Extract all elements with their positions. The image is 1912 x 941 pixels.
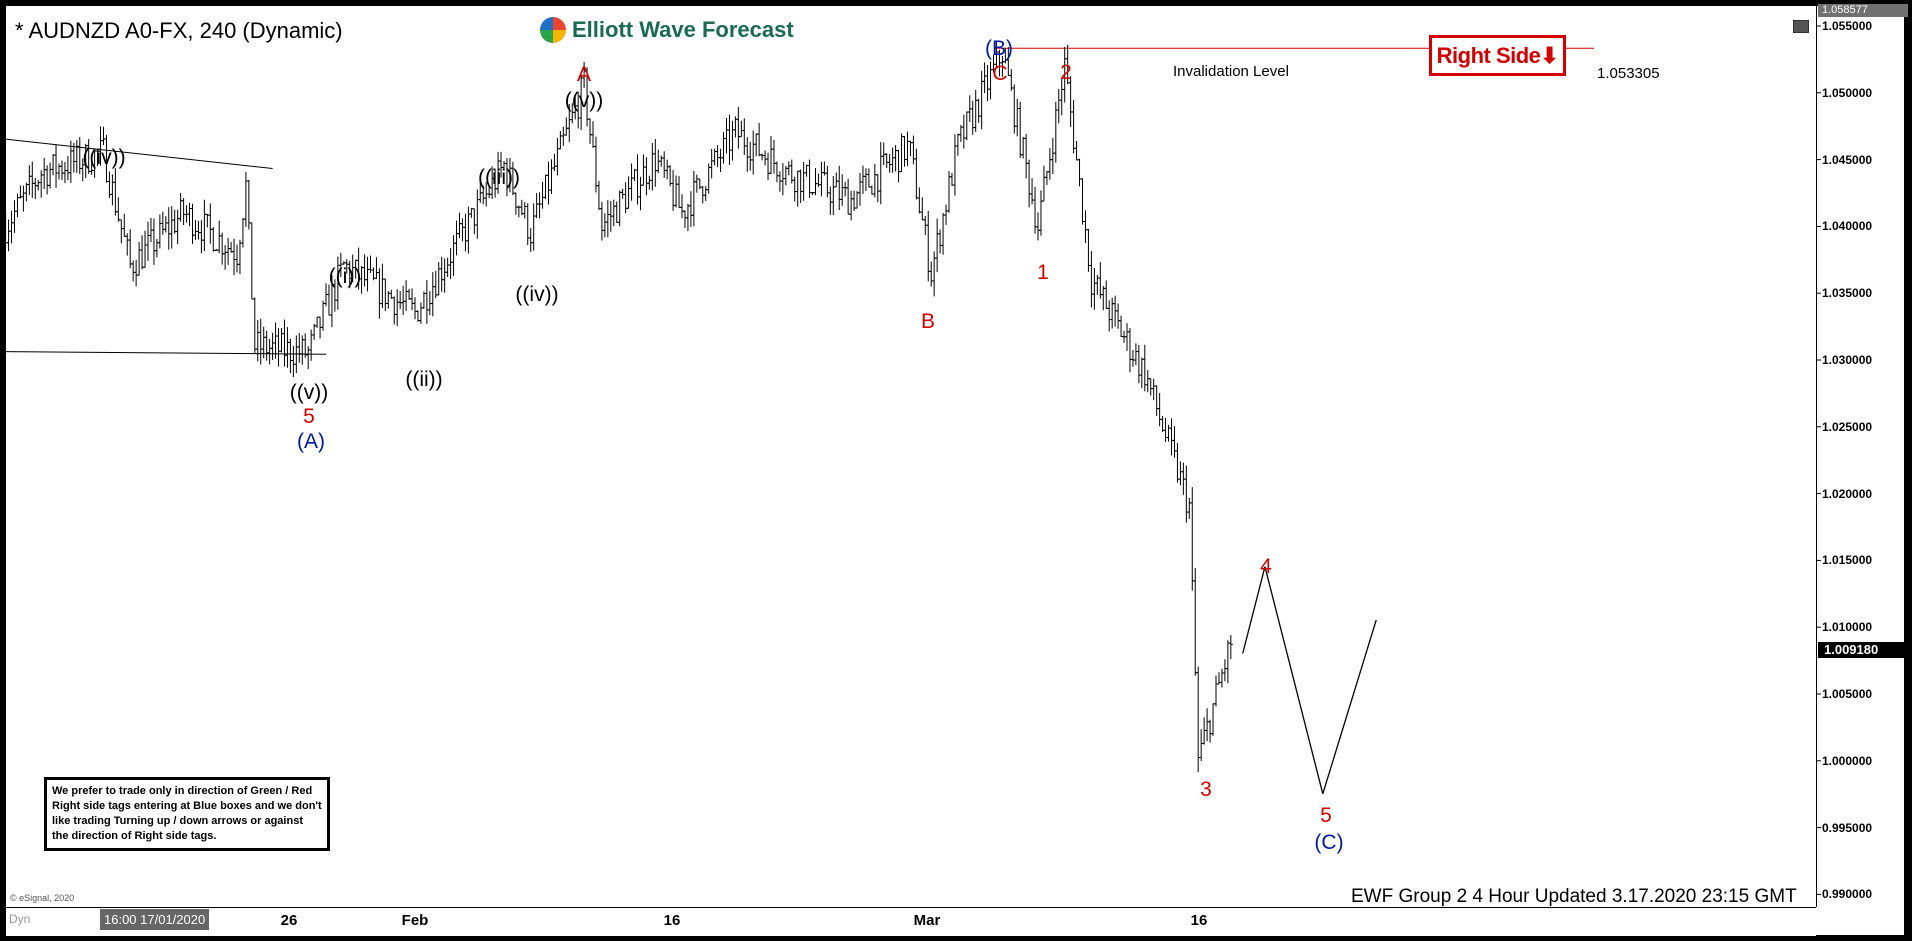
x-tick-label: Mar bbox=[913, 912, 941, 929]
wave-label: ((iii)) bbox=[478, 166, 520, 189]
wave-label: ((iv)) bbox=[515, 283, 559, 306]
dynamic-toggle[interactable]: Dyn bbox=[9, 912, 31, 926]
x-tick-label: 26 bbox=[280, 912, 298, 929]
y-tick-label: 0.990000 bbox=[1822, 887, 1873, 902]
x-tick-label: 16 bbox=[663, 912, 681, 929]
y-tick-label: 1.040000 bbox=[1822, 219, 1873, 234]
wave-label: (A) bbox=[297, 430, 325, 453]
chart-title: * AUDNZD A0-FX, 240 (Dynamic) bbox=[15, 18, 343, 43]
trendline bbox=[5, 138, 273, 170]
wave-label: ((i)) bbox=[328, 265, 362, 288]
y-tick-label: 0.995000 bbox=[1822, 820, 1873, 835]
y-tick-label: 1.010000 bbox=[1822, 620, 1873, 635]
y-tick-label: 1.020000 bbox=[1822, 486, 1873, 501]
y-tick-label: 1.045000 bbox=[1822, 152, 1873, 167]
time-axis[interactable] bbox=[6, 907, 1816, 936]
wave-label: 5 bbox=[1320, 804, 1332, 827]
disclaimer-box: We prefer to trade only in direction of … bbox=[44, 777, 330, 851]
y-tick-label: 1.025000 bbox=[1822, 419, 1873, 434]
restore-window-icon[interactable] bbox=[1793, 20, 1809, 33]
wave-label: A bbox=[576, 63, 592, 86]
last-price-tag: 1.009180 bbox=[1818, 642, 1910, 658]
wave-label: 5 bbox=[303, 405, 315, 428]
wave-label: ((v)) bbox=[564, 89, 604, 112]
y-tick-label: 1.030000 bbox=[1822, 353, 1873, 367]
projection-path bbox=[1242, 566, 1266, 654]
top-price-tag: 1.058577 bbox=[1818, 4, 1908, 17]
wave-label: 1 bbox=[1037, 261, 1049, 284]
wave-label: C bbox=[992, 62, 1008, 85]
y-tick-label: 1.000000 bbox=[1822, 753, 1873, 768]
projection-path bbox=[1264, 566, 1324, 794]
wave-label: ((iv)) bbox=[82, 146, 126, 169]
y-tick-label: 1.015000 bbox=[1822, 553, 1873, 568]
y-tick-label: 1.005000 bbox=[1822, 687, 1873, 701]
wave-label: (C) bbox=[1314, 831, 1344, 854]
price-axis-line bbox=[1816, 6, 1817, 907]
logo: Elliott Wave Forecast bbox=[540, 17, 794, 43]
invalidation-label: Invalidation Level bbox=[1173, 63, 1289, 80]
x-tick-label: 16 bbox=[1190, 912, 1208, 929]
trendline bbox=[5, 351, 327, 355]
wave-label: 3 bbox=[1200, 778, 1212, 801]
cursor-time: 16:00 17/01/2020 bbox=[100, 909, 210, 930]
logo-icon bbox=[540, 17, 566, 43]
wave-label: 4 bbox=[1260, 555, 1272, 578]
wave-label: ((ii)) bbox=[405, 368, 443, 391]
copyright: © eSignal, 2020 bbox=[10, 893, 75, 903]
y-tick-label: 1.050000 bbox=[1822, 85, 1873, 100]
wave-label: (B) bbox=[985, 37, 1013, 60]
wave-label: B bbox=[920, 310, 936, 333]
wave-label: ((v)) bbox=[289, 381, 329, 404]
right-side-tag: Right Side⬇ bbox=[1429, 35, 1566, 76]
logo-text: Elliott Wave Forecast bbox=[572, 17, 794, 42]
update-footer: EWF Group 2 4 Hour Updated 3.17.2020 23:… bbox=[1351, 886, 1797, 907]
invalidation-value: 1.053305 bbox=[1597, 65, 1660, 82]
y-tick-label: 1.035000 bbox=[1822, 286, 1873, 301]
wave-label: 2 bbox=[1060, 61, 1072, 84]
y-tick-label: 1.055000 bbox=[1822, 19, 1873, 33]
x-tick-label: Feb bbox=[401, 912, 429, 929]
projection-path bbox=[1322, 619, 1377, 794]
